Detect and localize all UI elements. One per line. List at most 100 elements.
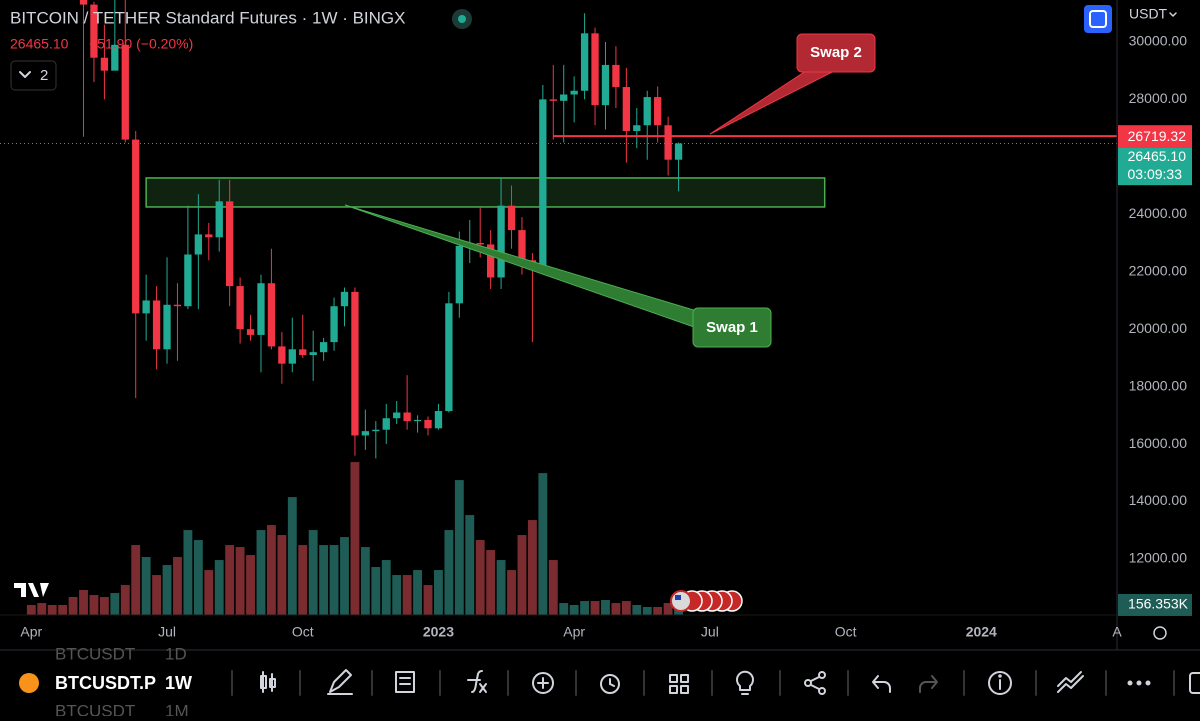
- candle-body: [424, 419, 432, 429]
- volume-bar: [423, 585, 433, 615]
- plot-area: [0, 0, 1117, 615]
- volume-bar: [319, 545, 329, 615]
- volume-bar: [266, 525, 276, 615]
- candle-body: [226, 201, 234, 287]
- candle-body: [351, 291, 359, 436]
- event-flags: [670, 590, 743, 612]
- ghost-symbol: BTCUSDT: [55, 644, 135, 663]
- candle-body: [518, 230, 526, 261]
- candle-body: [455, 245, 463, 304]
- volume-bar: [47, 605, 57, 615]
- volume-bar: [642, 606, 652, 615]
- y-tick-label: 14000.00: [1129, 492, 1188, 508]
- price-label: 26465.10: [1128, 148, 1187, 164]
- y-tick-label: 20000.00: [1129, 320, 1188, 336]
- candle-body: [674, 143, 683, 160]
- volume-bar: [308, 530, 318, 615]
- volume-label: 156.353K: [1128, 596, 1189, 612]
- volume-bar: [402, 575, 412, 615]
- volume-bar: [569, 605, 579, 615]
- ghost-interval: 1M: [165, 701, 189, 716]
- candle-body: [633, 125, 641, 131]
- candle-body: [361, 431, 370, 436]
- x-tick-label: A: [1112, 624, 1122, 640]
- volume-bar: [392, 575, 402, 615]
- volume-bar: [26, 605, 36, 615]
- candle-body: [111, 44, 119, 71]
- level-label: 26719.32: [1128, 128, 1187, 144]
- candle-body: [132, 139, 140, 314]
- x-tick-label: Apr: [563, 624, 585, 640]
- settings-icon[interactable]: [1153, 626, 1167, 640]
- symbol[interactable]: BTCUSDT.P: [55, 673, 156, 693]
- volume-bar: [141, 557, 151, 615]
- volume-bar: [444, 530, 454, 615]
- candle-body: [643, 97, 651, 126]
- logo: [14, 583, 49, 597]
- volume-label-box: [1118, 593, 1192, 616]
- candle-body: [299, 349, 307, 356]
- volume-bar: [235, 547, 245, 615]
- candle-body: [121, 44, 129, 140]
- volume-bar: [152, 575, 162, 615]
- volume-bar: [486, 550, 496, 615]
- volume-bar: [89, 595, 99, 615]
- candle-body: [382, 418, 390, 430]
- candle-body: [372, 429, 380, 432]
- volume-bar: [590, 601, 600, 615]
- toolbar-icons[interactable]: [231, 669, 1200, 696]
- candle-body: [393, 412, 401, 419]
- volume-bar: [527, 520, 537, 615]
- candle-body: [570, 90, 578, 95]
- volume-bar: [256, 530, 266, 615]
- interval[interactable]: 1W: [165, 673, 192, 693]
- volume-bar: [507, 570, 516, 615]
- indicator-count: 2: [40, 67, 48, 84]
- chevron-icon: [1169, 12, 1177, 17]
- indicator-toggle[interactable]: [10, 60, 57, 91]
- candle-body: [340, 291, 349, 307]
- candle-body: [622, 87, 631, 131]
- candle-body: [319, 342, 328, 353]
- volume-bar: [517, 535, 527, 615]
- countdown: 03:09:33: [1128, 166, 1183, 182]
- chart-title: BITCOIN / TETHER Standard Futures · 1W ·…: [10, 8, 406, 27]
- fullscreen-icon: [1089, 10, 1107, 28]
- symbol-icon: [19, 673, 39, 693]
- x-tick-label: Jul: [158, 624, 176, 640]
- chevron-icon: [19, 71, 31, 78]
- swap2-callout: [796, 33, 876, 73]
- x-tick-label: Oct: [292, 624, 314, 640]
- volume-bar: [329, 545, 339, 615]
- candle-body: [507, 205, 516, 231]
- candle-body: [445, 303, 453, 412]
- volume-bar: [246, 555, 255, 615]
- volume-bar: [475, 540, 485, 615]
- candle-body: [90, 4, 98, 58]
- candle-body: [403, 412, 411, 422]
- swap1-callout: [692, 307, 772, 348]
- volume-bar: [204, 570, 214, 615]
- candle-body: [486, 244, 495, 278]
- candle-body: [549, 99, 557, 101]
- ghost-symbol: BTCUSDT: [55, 701, 135, 716]
- ghost-interval: 1D: [165, 644, 187, 663]
- fullscreen-button[interactable]: [1084, 5, 1112, 33]
- volume-bar: [496, 560, 506, 615]
- candle-body: [267, 283, 276, 347]
- candle-body: [246, 329, 255, 335]
- volume-bar: [559, 603, 569, 615]
- candle-body: [413, 419, 422, 422]
- x-tick-label: 2023: [423, 624, 454, 640]
- x-tick-label: Oct: [835, 624, 857, 640]
- volume-bar: [99, 596, 109, 615]
- volume-bar: [611, 603, 621, 615]
- currency[interactable]: USDT: [1129, 6, 1168, 22]
- candle-body: [476, 243, 484, 245]
- swap2-text: Swap 2: [810, 44, 862, 61]
- volume-bar: [120, 585, 130, 615]
- volume-bar: [360, 547, 370, 615]
- candle-body: [591, 33, 599, 106]
- candle-body: [560, 94, 568, 101]
